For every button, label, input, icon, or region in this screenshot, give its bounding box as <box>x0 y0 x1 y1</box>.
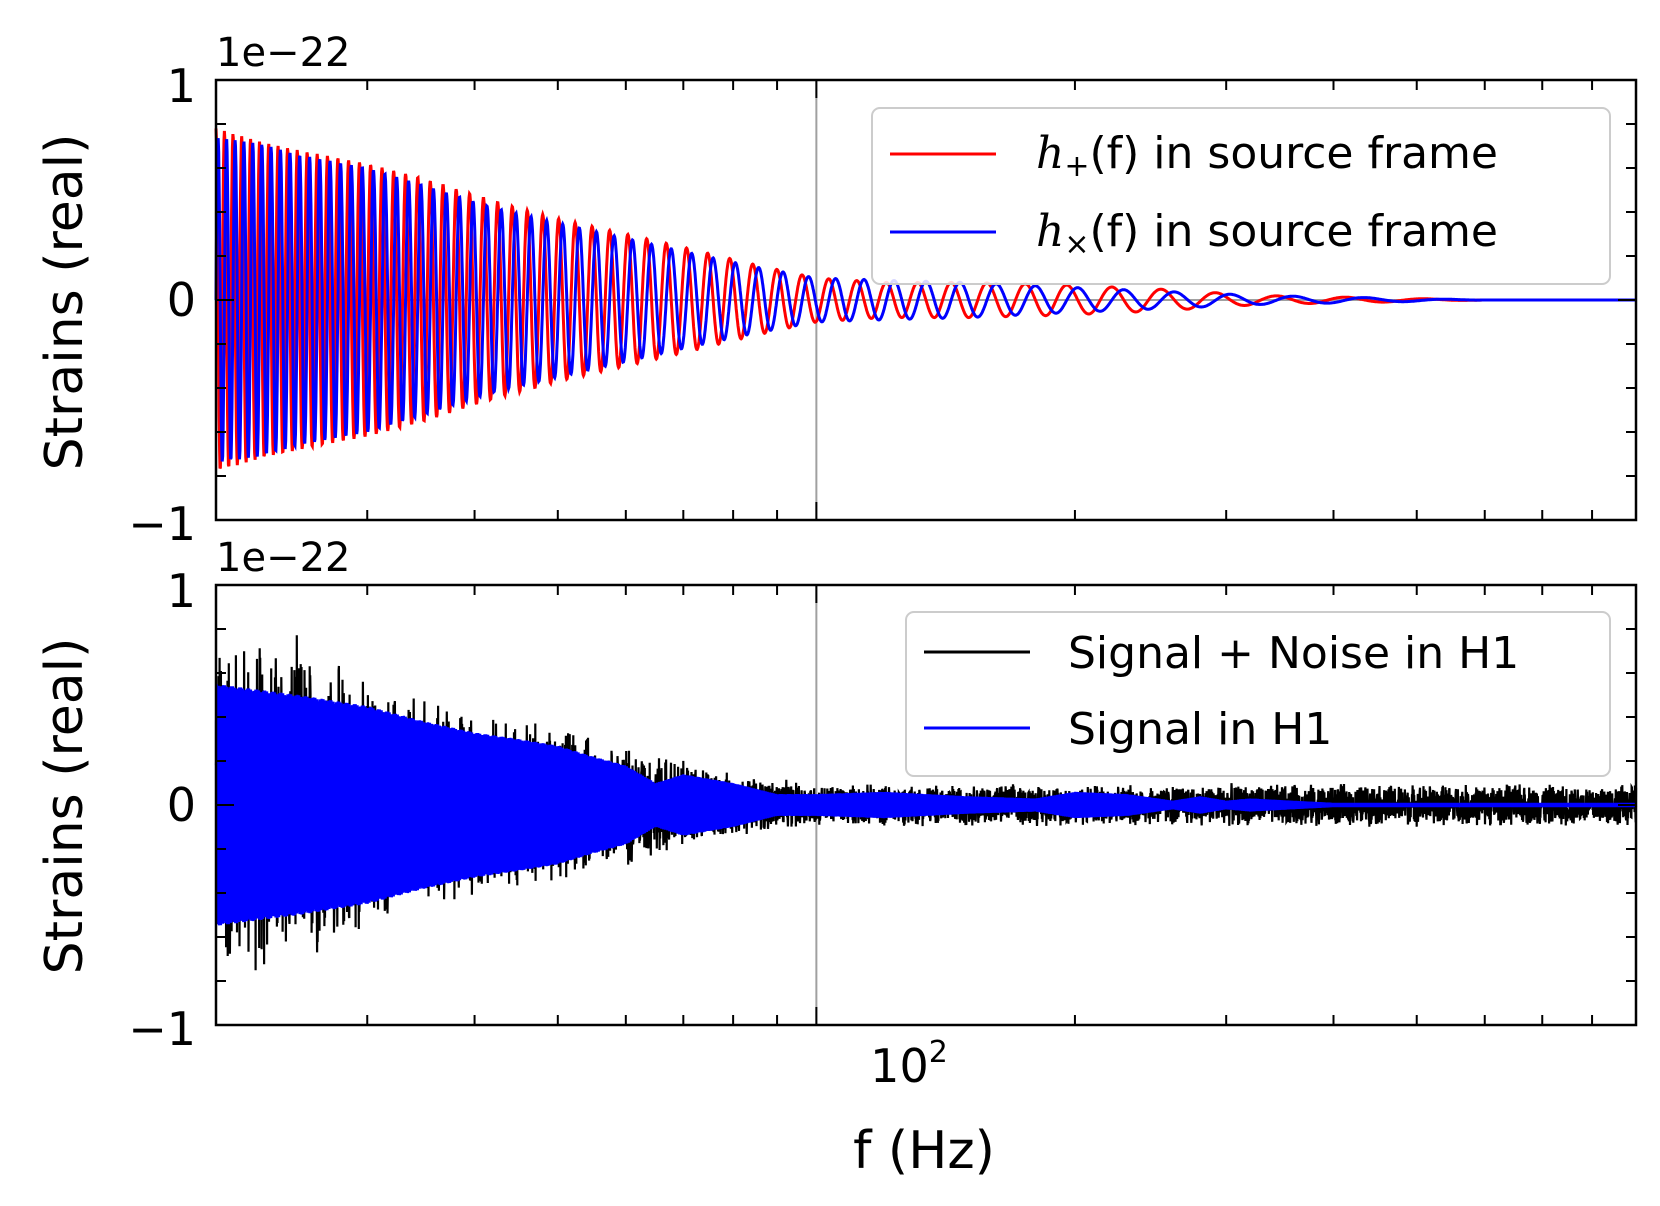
bottom-plot-frame <box>214 583 1638 1027</box>
legend-cross-sub: × <box>1064 227 1089 262</box>
bottom-xlabel: f (Hz) <box>853 1121 995 1181</box>
top-ylabel: Strains (real) <box>35 134 95 471</box>
bottom-ytick-label-0: 0 <box>167 778 196 832</box>
top-legend-label-plus: h+(f) in source frame <box>1036 128 1498 184</box>
top-tick-marks <box>215 79 1637 521</box>
legend-plus-sub: + <box>1064 149 1089 184</box>
top-legend-box <box>871 107 1611 285</box>
bottom-ytick-label-1: 1 <box>167 564 196 618</box>
bottom-ytick-label-minus-1: −1 <box>128 1002 196 1056</box>
bottom-legend: Signal + Noise in H1 Signal in H1 <box>905 611 1611 777</box>
bottom-offset-text: 1e−22 <box>216 535 350 581</box>
bottom-legend-label-data: Signal + Noise in H1 <box>1068 628 1519 679</box>
legend-cross-rest: (f) in source frame <box>1089 206 1497 257</box>
bottom-legend-box <box>905 611 1611 777</box>
top-plot-frame <box>214 78 1638 522</box>
xtick-exponent: 2 <box>929 1035 948 1070</box>
bottom-series-line-signal <box>214 684 1638 926</box>
bottom-legend-label-signal: Signal in H1 <box>1068 704 1332 755</box>
legend-plus-rest: (f) in source frame <box>1089 128 1497 179</box>
bottom-series-group <box>214 585 1638 1025</box>
top-legend-label-cross: h×(f) in source frame <box>1036 206 1498 262</box>
top-ytick-label-0: 0 <box>167 273 196 327</box>
bottom-ylabel: Strains (real) <box>35 638 95 975</box>
top-ytick-label-1: 1 <box>167 59 196 113</box>
legend-cross-h: h <box>1036 206 1064 257</box>
top-legend: h+(f) in source frame h×(f) in source fr… <box>871 107 1611 285</box>
top-ytick-label-minus-1: −1 <box>128 497 196 551</box>
legend-plus-h: h <box>1036 128 1064 179</box>
top-offset-text: 1e−22 <box>216 30 350 76</box>
xtick-base: 10 <box>870 1039 929 1093</box>
bottom-panel: 1 0 −1 1e−22 Strains (real) 102 f (Hz) S… <box>35 535 1638 1181</box>
bottom-xtick-label-100: 102 <box>870 1035 948 1093</box>
top-panel: 1 0 −1 1e−22 Strains (real) h+(f) in sou… <box>35 30 1638 551</box>
